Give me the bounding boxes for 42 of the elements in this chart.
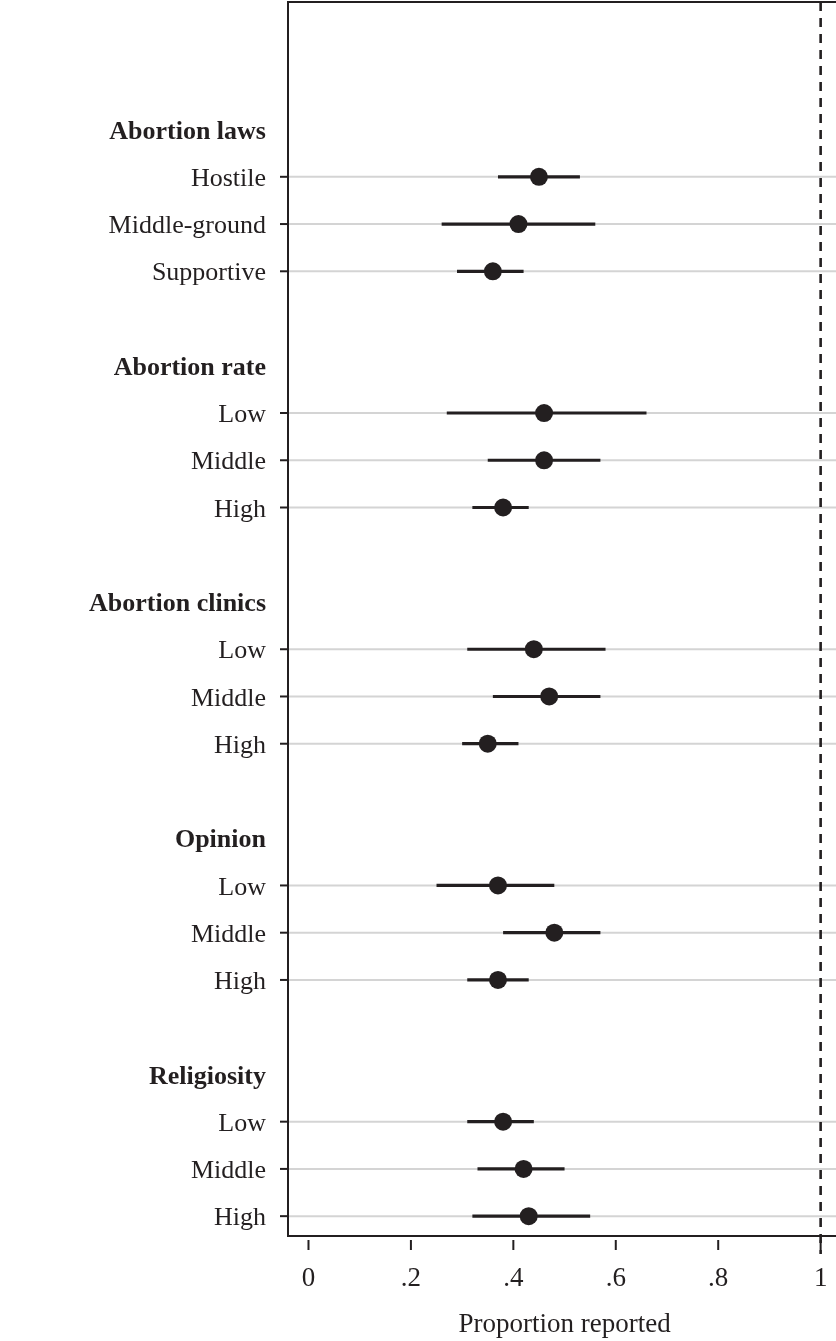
point — [488, 970, 507, 989]
x-tick-label: .8 — [708, 1262, 729, 1292]
x-tick-label: .4 — [503, 1262, 524, 1292]
y-tick-label: Middle — [190, 682, 266, 712]
x-tick-label: 0 — [301, 1262, 316, 1292]
y-tick-label: Low — [218, 871, 267, 901]
point — [529, 167, 548, 186]
y-tick-label: Abortion rate — [113, 351, 266, 381]
point — [545, 923, 564, 942]
y-tick-label: High — [214, 966, 266, 996]
point — [509, 215, 528, 234]
y-tick-label: Middle — [190, 1155, 266, 1185]
y-tick-label: Low — [218, 399, 267, 429]
y-tick-label: Middle-ground — [108, 210, 266, 240]
point — [494, 498, 513, 517]
y-tick-label: Abortion laws — [109, 115, 266, 145]
y-tick-label: Middle — [190, 918, 266, 948]
y-tick-label: Religiosity — [149, 1060, 266, 1090]
point — [488, 876, 507, 895]
point — [535, 451, 554, 470]
point — [478, 734, 497, 753]
y-tick-label: High — [214, 493, 266, 523]
x-tick-label: .6 — [605, 1262, 626, 1292]
point — [494, 1112, 513, 1131]
point — [519, 1207, 538, 1226]
y-tick-label: Middle — [190, 446, 266, 476]
y-tick-label: Low — [218, 1107, 267, 1137]
y-tick-label: High — [214, 1202, 266, 1232]
point — [540, 687, 559, 706]
point — [483, 262, 502, 281]
y-tick-label: Supportive — [151, 257, 266, 287]
y-tick-label: Abortion clinics — [89, 588, 266, 618]
x-axis-title: Proportion reported — [458, 1308, 672, 1338]
point — [524, 640, 543, 659]
point — [535, 404, 554, 423]
x-tick-label: 1 — [813, 1262, 828, 1292]
y-tick-label: Opinion — [174, 824, 267, 854]
y-tick-label: High — [214, 729, 266, 759]
y-tick-label: Low — [218, 635, 267, 665]
point — [514, 1159, 533, 1178]
y-tick-label: Hostile — [190, 162, 266, 192]
x-tick-label: .2 — [400, 1262, 422, 1292]
